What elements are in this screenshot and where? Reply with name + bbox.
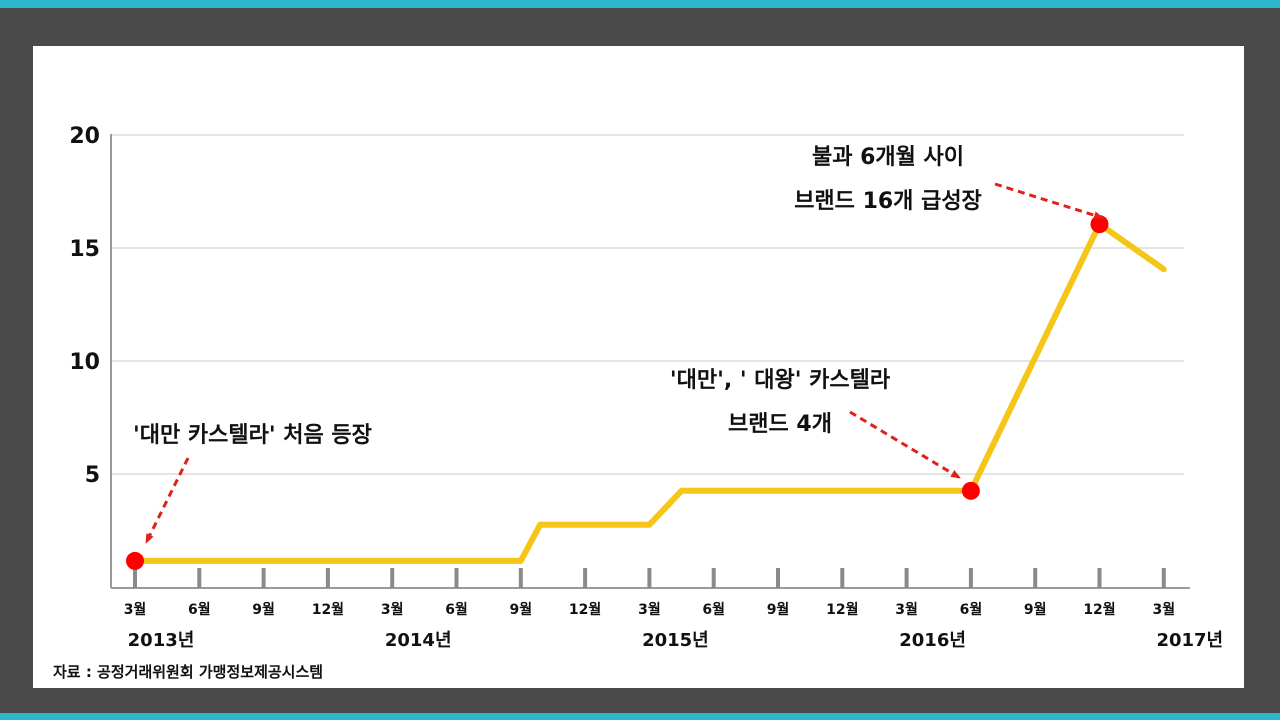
x-tick-label: 9월	[1024, 601, 1047, 618]
year-label: 2013년	[128, 630, 195, 651]
x-tick-mark	[261, 568, 266, 588]
y-tick-label: 5	[85, 463, 100, 488]
x-tick-label: 6월	[960, 601, 983, 618]
x-tick-mark	[647, 568, 652, 588]
x-tick-mark	[518, 568, 523, 588]
annotation-text: 브랜드 4개	[728, 412, 832, 437]
x-tick-mark	[776, 568, 780, 588]
x-tick-label: 3월	[638, 601, 661, 618]
x-tick-label: 12월	[1083, 601, 1115, 618]
x-tick-mark	[840, 568, 845, 588]
x-tick-label: 3월	[895, 601, 918, 618]
annotation-text: 브랜드 16개 급성장	[794, 189, 982, 214]
year-label: 2015년	[642, 630, 709, 651]
y-tick-label: 15	[69, 237, 100, 262]
annotation-text: 불과 6개월 사이	[812, 145, 964, 170]
x-tick-mark	[325, 568, 330, 588]
x-tick-label: 3월	[124, 601, 147, 618]
bottom-accent-band	[0, 713, 1280, 720]
x-tick-label: 3월	[1152, 601, 1175, 618]
data-point-marker	[961, 481, 980, 500]
x-tick-mark	[133, 568, 137, 588]
x-tick-mark	[904, 568, 909, 588]
x-tick-label: 9월	[767, 601, 790, 618]
x-tick-mark	[711, 568, 716, 588]
x-tick-label: 12월	[826, 601, 858, 618]
year-label: 2017년	[1156, 630, 1223, 651]
data-point-marker	[1090, 215, 1109, 234]
annotation-arrow	[144, 457, 190, 544]
x-tick-mark	[390, 568, 395, 588]
x-tick-label: 12월	[312, 601, 344, 618]
x-tick-mark	[583, 568, 588, 588]
x-tick-mark	[197, 568, 202, 588]
x-tick-mark	[1161, 568, 1166, 588]
annotation-arrow	[849, 410, 961, 480]
x-tick-mark	[1097, 568, 1102, 588]
x-tick-label: 6월	[188, 601, 211, 618]
x-tick-label: 3월	[381, 601, 404, 618]
x-tick-label: 9월	[252, 601, 275, 618]
data-point-marker	[126, 551, 144, 570]
year-label: 2016년	[899, 630, 966, 651]
x-tick-label: 12월	[569, 601, 601, 618]
annotation-text: '대만', ' 대왕' 카스텔라	[670, 368, 891, 393]
annotation-arrow	[994, 182, 1104, 220]
x-tick-mark	[454, 568, 459, 588]
x-tick-mark	[1033, 568, 1038, 588]
series-line	[132, 221, 1167, 564]
x-tick-label: 6월	[702, 601, 725, 618]
chart-panel	[33, 46, 1244, 688]
annotation-text: '대만 카스텔라' 처음 등장	[133, 423, 372, 448]
x-tick-label: 9월	[509, 601, 532, 618]
y-tick-label: 10	[69, 350, 100, 375]
y-tick-label: 20	[69, 124, 100, 149]
year-label: 2014년	[385, 630, 452, 651]
top-accent-band	[0, 0, 1280, 8]
source-note: 자료 : 공정거래위원회 가맹정보제공시스템	[53, 663, 323, 681]
x-tick-mark	[968, 568, 973, 588]
x-tick-label: 6월	[445, 601, 468, 618]
